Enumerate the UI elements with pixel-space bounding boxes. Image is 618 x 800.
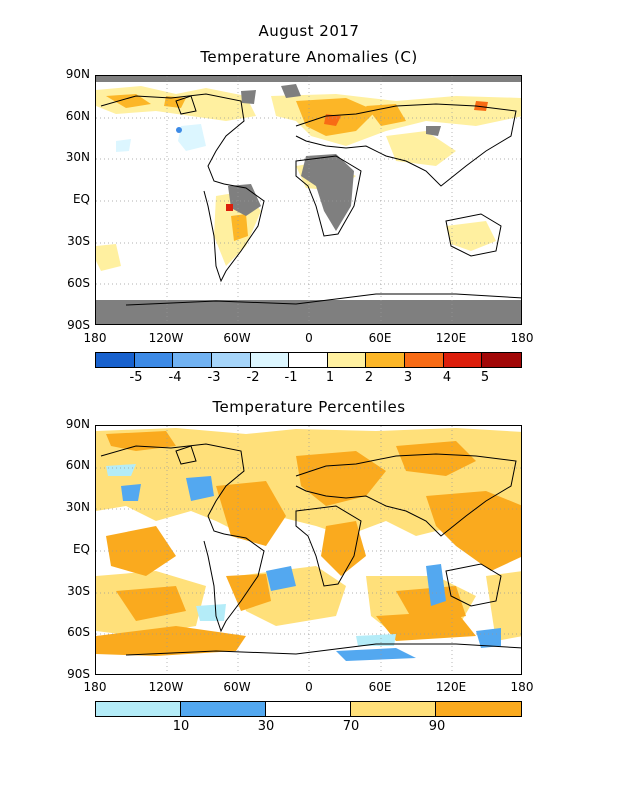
p-lon-label-0: 0 — [305, 680, 313, 694]
p-lat-label-90n: 90N — [65, 417, 90, 431]
lon-label-60w: 60W — [223, 331, 251, 345]
p-lat-label-60n: 60N — [65, 458, 90, 472]
lon-label-180e: 180 — [510, 331, 534, 345]
p-lon-label-60e: 60E — [368, 680, 392, 694]
missing-land — [228, 84, 441, 231]
percentile-swatch-4 — [351, 702, 436, 716]
map-title-date: August 2017 — [258, 22, 360, 40]
anomaly-label-4: -1 — [284, 370, 298, 385]
anomaly-label-2: -3 — [207, 370, 221, 385]
anomaly-label-7: 3 — [403, 370, 413, 385]
anomaly-swatch-10 — [443, 353, 483, 367]
lat-label-30n: 30N — [65, 150, 90, 164]
percentile-above-90 — [96, 431, 521, 656]
anomaly-swatch-5 — [250, 353, 290, 367]
graticule — [96, 76, 521, 324]
anomaly-swatch-6 — [289, 353, 328, 367]
anomaly-swatch-7 — [327, 353, 367, 367]
anomaly-swatch-4 — [211, 353, 251, 367]
lon-label-120e: 120E — [435, 331, 467, 345]
p-lon-label-120e: 120E — [435, 680, 467, 694]
percentile-label-30: 30 — [257, 719, 275, 734]
percentile-map — [95, 425, 522, 675]
percentile-label-70: 70 — [342, 719, 360, 734]
percentile-swatch-2 — [181, 702, 266, 716]
percentile-label-10: 10 — [172, 719, 190, 734]
lon-label-60e: 60E — [368, 331, 392, 345]
hot-spot — [226, 204, 233, 211]
lat-label-60s: 60S — [67, 276, 90, 290]
graticule-2 — [96, 426, 521, 674]
percentile-swatch-1 — [96, 702, 181, 716]
lat-label-60n: 60N — [65, 109, 90, 123]
p-lon-label-180e: 180 — [510, 680, 534, 694]
percentile-label-90: 90 — [428, 719, 446, 734]
percentile-below-10 — [106, 464, 396, 646]
anomaly-label-8: 4 — [442, 370, 452, 385]
p-lat-label-30n: 30N — [65, 500, 90, 514]
lat-label-90n: 90N — [65, 67, 90, 81]
anomaly-swatch-3 — [173, 353, 212, 367]
anomaly-label-0: -5 — [129, 370, 143, 385]
p-lon-label-180w: 180 — [83, 680, 107, 694]
cold-anomalies — [116, 124, 206, 152]
percentile-colorbar — [95, 701, 522, 717]
coastlines-2 — [100, 443, 521, 656]
lon-label-120w: 120W — [148, 331, 184, 345]
percentile-swatch-5 — [436, 702, 521, 716]
anomaly-label-6: 2 — [364, 370, 374, 385]
p-lat-label-60s: 60S — [67, 625, 90, 639]
anomaly-swatch-11 — [482, 353, 521, 367]
percentile-swatch-3 — [266, 702, 351, 716]
p-lat-label-90s: 90S — [67, 667, 90, 681]
p-lon-label-60w: 60W — [223, 680, 251, 694]
coastlines — [100, 93, 521, 306]
anomaly-map — [95, 75, 522, 325]
missing-arctic-strip — [96, 76, 521, 82]
p-lat-label-30s: 30S — [67, 584, 90, 598]
anomaly-swatch-2 — [134, 353, 174, 367]
anomaly-swatch-1 — [96, 353, 135, 367]
anomaly-label-9: 5 — [480, 370, 490, 385]
lon-label-180w: 180 — [83, 331, 107, 345]
p-lon-label-120w: 120W — [148, 680, 184, 694]
lat-label-30s: 30S — [67, 234, 90, 248]
anomaly-colorbar — [95, 352, 522, 368]
anomaly-label-5: 1 — [325, 370, 335, 385]
anomaly-label-3: -2 — [246, 370, 260, 385]
anomaly-swatch-9 — [405, 353, 444, 367]
lat-label-eq: EQ — [72, 192, 90, 206]
anomaly-swatch-8 — [366, 353, 405, 367]
map-title-percentiles: Temperature Percentiles — [212, 398, 406, 416]
percentile-below-30 — [121, 476, 501, 661]
map-title-anomalies: Temperature Anomalies (C) — [200, 48, 418, 66]
p-lat-label-eq: EQ — [72, 542, 90, 556]
lon-label-0: 0 — [305, 331, 313, 345]
lat-label-90s: 90S — [67, 318, 90, 332]
anomaly-label-1: -4 — [168, 370, 182, 385]
